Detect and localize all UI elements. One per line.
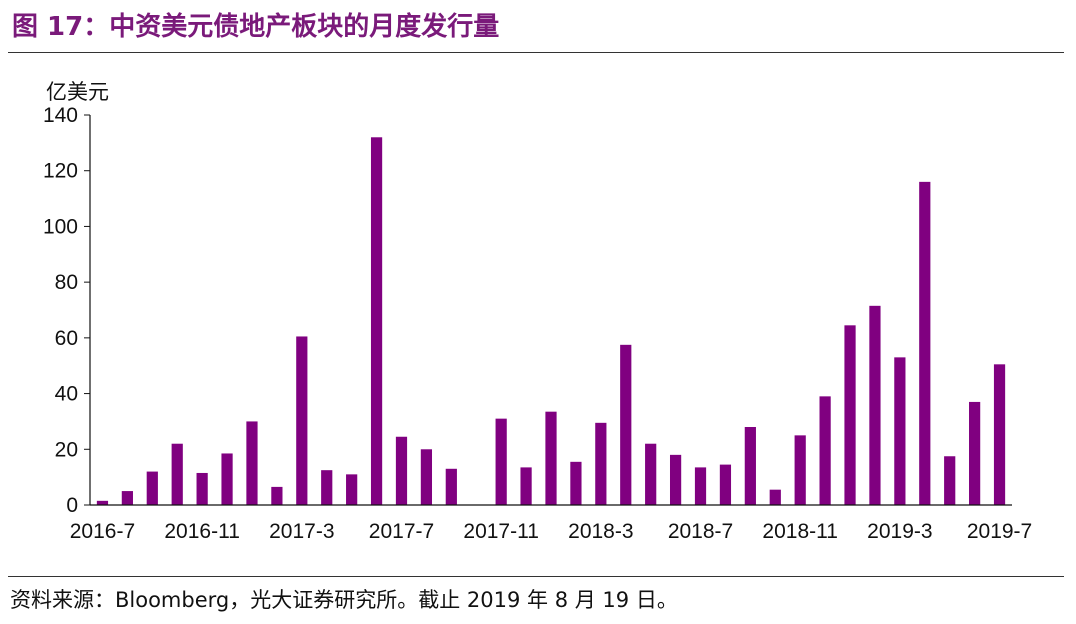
bar-2017-7 bbox=[395, 436, 408, 505]
y-tick-label: 140 bbox=[43, 104, 78, 127]
bar-2019-4 bbox=[919, 181, 931, 505]
y-axis-ticks: 0 20 40 60 80 100 120 140 bbox=[43, 104, 90, 517]
bar-2018-3 bbox=[595, 422, 607, 505]
bar-2018-6 bbox=[669, 454, 682, 505]
x-tick-label: 2019-7 bbox=[967, 520, 1032, 543]
x-tick-label: 2018-11 bbox=[762, 520, 838, 543]
y-tick-label: 120 bbox=[43, 160, 78, 183]
bar-2017-3 bbox=[296, 336, 308, 505]
bar-2017-1 bbox=[246, 421, 258, 505]
bar-2016-9 bbox=[146, 471, 158, 505]
bar-2016-12 bbox=[221, 453, 233, 505]
x-tick-label: 2017-3 bbox=[269, 520, 334, 543]
bar-2018-10 bbox=[769, 489, 781, 505]
bar-2016-10 bbox=[171, 443, 183, 505]
chart-title: 图 17：中资美元债地产板块的月度发行量 bbox=[12, 12, 500, 42]
bar-2017-9 bbox=[445, 468, 457, 505]
y-tick-label: 0 bbox=[66, 494, 78, 517]
bar-2019-3 bbox=[894, 357, 906, 505]
top-divider bbox=[8, 52, 1064, 53]
bar-2018-7 bbox=[694, 467, 707, 505]
bar-2018-4 bbox=[620, 344, 632, 505]
x-tick-label: 2016-7 bbox=[70, 520, 135, 543]
y-tick-label: 100 bbox=[43, 215, 78, 238]
y-tick-label: 20 bbox=[55, 438, 78, 461]
y-tick-label: 40 bbox=[55, 383, 78, 406]
bar-2019-5 bbox=[944, 456, 956, 505]
source-note: 资料来源：Bloomberg，光大证券研究所。截止 2019 年 8 月 19 … bbox=[10, 588, 678, 612]
bar-2016-8 bbox=[121, 491, 133, 505]
bar-2018-12 bbox=[819, 396, 831, 505]
bar-2019-1 bbox=[844, 325, 856, 505]
y-tick-label: 60 bbox=[55, 327, 78, 350]
bar-2018-9 bbox=[744, 427, 756, 505]
bar-2018-11 bbox=[794, 435, 806, 505]
bar-2016-11 bbox=[196, 472, 208, 505]
bars bbox=[96, 137, 1006, 506]
bar-2017-5 bbox=[346, 474, 358, 505]
bar-2017-12 bbox=[520, 467, 532, 505]
bar-2016-7 bbox=[96, 500, 109, 505]
bottom-divider bbox=[8, 576, 1064, 577]
bar-2018-5 bbox=[645, 443, 657, 505]
x-tick-label: 2019-3 bbox=[867, 520, 932, 543]
bar-2017-8 bbox=[420, 449, 433, 505]
y-axis-unit-label: 亿美元 bbox=[46, 81, 109, 104]
x-tick-label: 2016-11 bbox=[164, 520, 240, 543]
bar-2018-8 bbox=[719, 464, 732, 505]
bar-2017-4 bbox=[321, 470, 333, 505]
x-axis-ticks: 2016-7 2016-11 2017-3 2017-7 2017-11 2018-3 20… bbox=[70, 520, 1032, 543]
x-tick-label: 2018-3 bbox=[568, 520, 633, 543]
y-tick-label: 80 bbox=[55, 271, 78, 294]
bar-2017-6 bbox=[370, 137, 383, 506]
bar-2019-7 bbox=[993, 364, 1006, 505]
x-tick-label: 2017-7 bbox=[369, 520, 434, 543]
x-tick-label: 2017-11 bbox=[463, 520, 539, 543]
bar-2017-2 bbox=[271, 486, 283, 505]
bar-2017-11 bbox=[495, 418, 507, 505]
bar-2019-6 bbox=[969, 401, 981, 505]
bar-2018-1 bbox=[545, 411, 557, 505]
bar-2018-2 bbox=[570, 461, 582, 505]
bar-2019-2 bbox=[869, 305, 881, 505]
x-tick-label: 2018-7 bbox=[668, 520, 733, 543]
